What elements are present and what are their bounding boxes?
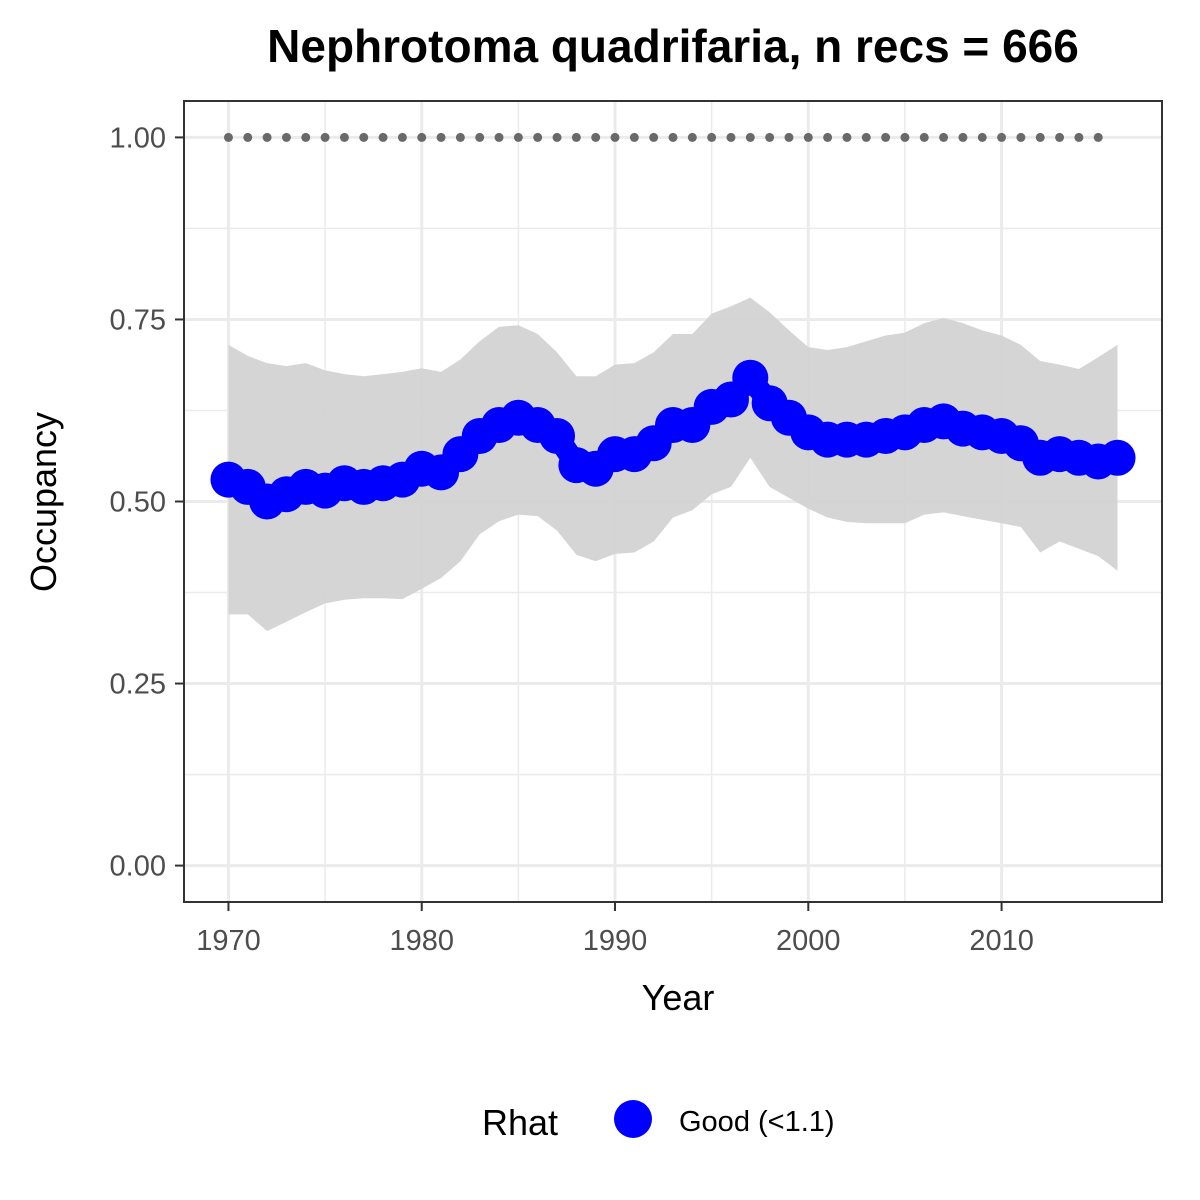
x-axis-ticks: 1970 1980 1990 2000 2010	[196, 902, 1034, 957]
reference-dot	[668, 132, 678, 142]
reference-dot	[745, 132, 755, 142]
reference-dot	[1035, 132, 1045, 142]
y-tick-label: 0.50	[110, 487, 166, 519]
legend-key-good	[614, 1100, 652, 1138]
reference-dot	[939, 132, 949, 142]
occupancy-point	[1099, 439, 1136, 476]
reference-dot	[726, 132, 736, 142]
reference-dot	[397, 132, 407, 142]
reference-dot	[803, 132, 813, 142]
reference-dot	[301, 132, 311, 142]
reference-dot	[591, 132, 601, 142]
x-tick-label: 2010	[969, 925, 1034, 957]
reference-dot	[436, 132, 446, 142]
reference-dot	[823, 132, 833, 142]
x-tick-label: 2000	[776, 925, 841, 957]
reference-dot	[571, 132, 581, 142]
legend-label-good: Good (<1.1)	[679, 1106, 835, 1138]
reference-dot	[977, 132, 987, 142]
reference-dot	[997, 132, 1007, 142]
y-axis-ticks: 0.00 0.25 0.50 0.75 1.00	[110, 122, 184, 883]
reference-dot	[281, 132, 291, 142]
reference-dot	[842, 132, 852, 142]
reference-dot	[378, 132, 388, 142]
reference-dot	[687, 132, 697, 142]
legend-title: Rhat	[482, 1102, 558, 1143]
reference-dot	[359, 132, 369, 142]
reference-dot	[1016, 132, 1026, 142]
reference-dot	[494, 132, 504, 142]
confidence-ribbon-layer	[228, 297, 1118, 632]
reference-dot	[552, 132, 562, 142]
y-axis-title: Occupancy	[23, 412, 64, 592]
occupancy-points-layer	[210, 359, 1136, 520]
occupancy-point	[539, 417, 576, 454]
reference-dot	[881, 132, 891, 142]
confidence-ribbon	[228, 297, 1118, 632]
reference-dot	[243, 132, 253, 142]
reference-dot	[958, 132, 968, 142]
reference-dot	[417, 132, 427, 142]
reference-dot	[455, 132, 465, 142]
reference-dot	[610, 132, 620, 142]
reference-dot	[1093, 132, 1103, 142]
reference-dot	[533, 132, 543, 142]
y-tick-label: 0.25	[110, 669, 166, 701]
x-tick-label: 1970	[196, 925, 261, 957]
x-axis-title: Year	[642, 977, 715, 1018]
occupancy-point	[732, 359, 769, 396]
reference-dot	[649, 132, 659, 142]
reference-dot	[475, 132, 485, 142]
y-tick-label: 0.00	[110, 851, 166, 883]
reference-dot	[1055, 132, 1065, 142]
reference-dot	[513, 132, 523, 142]
reference-dot	[707, 132, 717, 142]
reference-dot	[629, 132, 639, 142]
reference-dot	[1074, 132, 1084, 142]
reference-dot	[784, 132, 794, 142]
legend: Rhat Good (<1.1)	[482, 1100, 835, 1143]
x-tick-label: 1980	[389, 925, 454, 957]
reference-dot	[223, 132, 233, 142]
x-tick-label: 1990	[583, 925, 648, 957]
reference-dot	[262, 132, 272, 142]
reference-dot	[900, 132, 910, 142]
y-tick-label: 1.00	[110, 122, 166, 154]
reference-dot	[339, 132, 349, 142]
chart-title: Nephrotoma quadrifaria, n recs = 666	[267, 20, 1079, 72]
reference-dot	[861, 132, 871, 142]
reference-dots-layer	[223, 132, 1103, 142]
reference-dot	[320, 132, 330, 142]
reference-dot	[765, 132, 775, 142]
y-tick-label: 0.75	[110, 304, 166, 336]
reference-dot	[919, 132, 929, 142]
